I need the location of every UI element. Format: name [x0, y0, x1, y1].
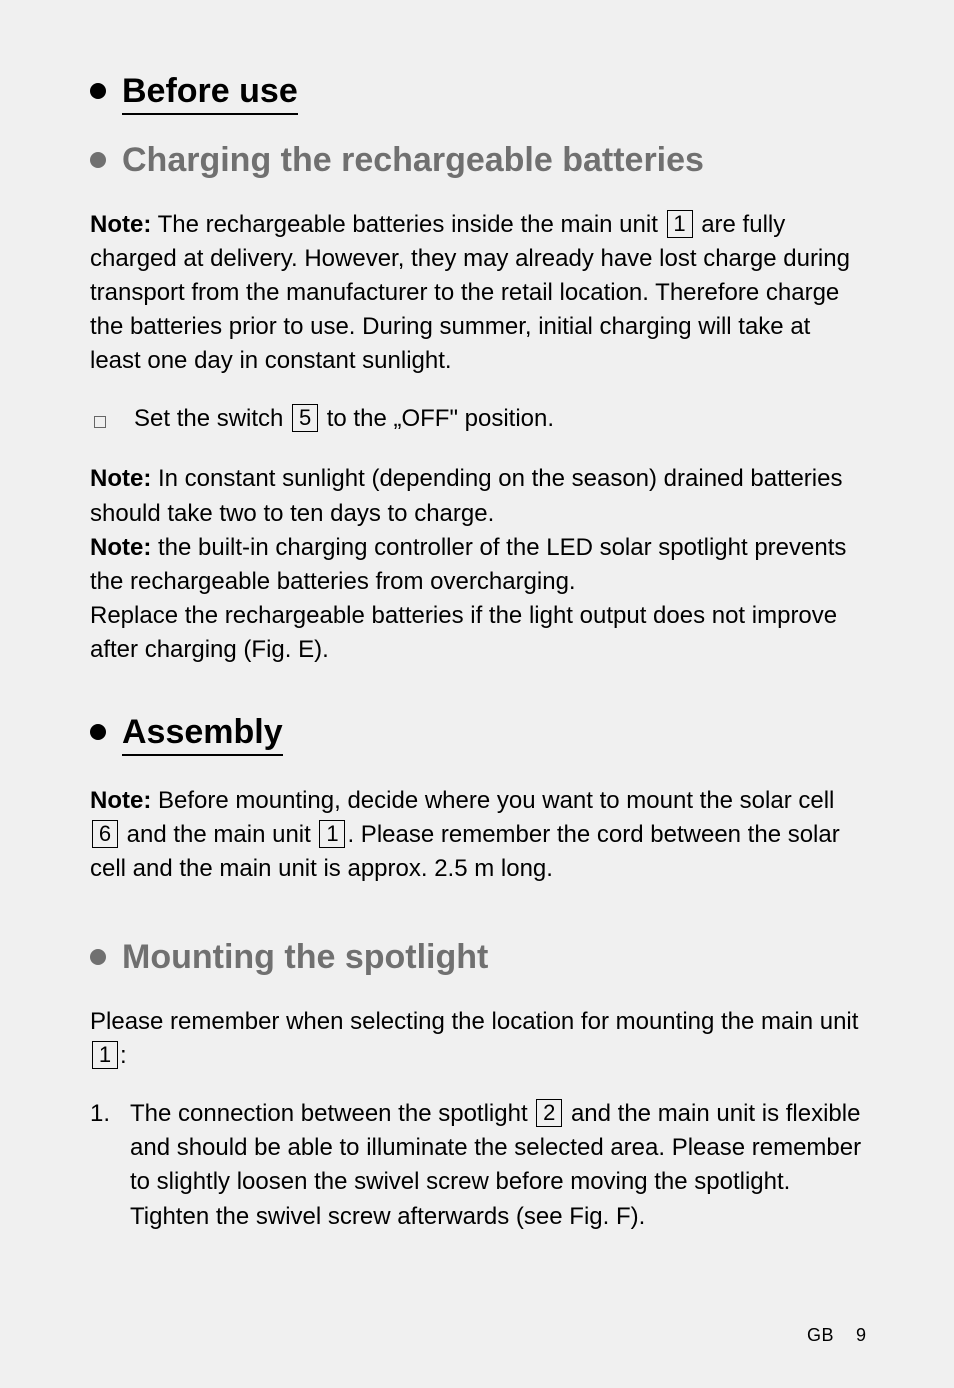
heading-mounting: Mounting the spotlight: [122, 938, 488, 977]
note-1: Note: The rechargeable batteries inside …: [90, 208, 864, 378]
ref-box-1b: 1: [319, 820, 345, 848]
list-item-1: 1. The connection between the spotlight …: [90, 1097, 864, 1233]
heading-charging: Charging the rechargeable batteries: [122, 141, 704, 180]
item-1-text: The connection between the spotlight 2 a…: [130, 1097, 864, 1233]
set-switch-text: Set the switch 5 to the „OFF" position.: [134, 402, 554, 436]
footer-lang: GB: [807, 1325, 834, 1346]
heading-before-use: Before use: [122, 72, 298, 115]
ref-box-5: 5: [292, 404, 318, 432]
please-remember: Please remember when selecting the locat…: [90, 1005, 864, 1073]
please-b: :: [120, 1042, 127, 1069]
ref-box-2: 2: [536, 1099, 562, 1127]
note-4-a: Before mounting, decide where you want t…: [151, 787, 834, 814]
note-3: Note: the built-in charging controller o…: [90, 531, 864, 599]
set-switch-a: Set the switch: [134, 405, 290, 432]
set-switch-b: to the „OFF" position.: [320, 405, 554, 432]
item-1-a: The connection between the spotlight: [130, 1100, 534, 1127]
heading-assembly: Assembly: [122, 713, 283, 756]
note-1-text-a: The rechargeable batteries inside the ma…: [151, 211, 664, 238]
note-4-b: and the main unit: [120, 821, 317, 848]
note-4: Note: Before mounting, decide where you …: [90, 784, 864, 886]
checkbox-icon: [94, 416, 106, 428]
note-3-text: the built-in charging controller of the …: [90, 534, 846, 595]
bullet-icon: [90, 83, 106, 99]
note-2-text: In constant sunlight (depending on the s…: [90, 465, 842, 526]
spacer: [90, 667, 864, 713]
ref-box-1c: 1: [92, 1041, 118, 1069]
ref-box-6: 6: [92, 820, 118, 848]
heading-charging-row: Charging the rechargeable batteries: [90, 137, 864, 208]
note-2: Note: In constant sunlight (depending on…: [90, 462, 864, 530]
spacer: [90, 900, 864, 934]
bullet-icon: [90, 949, 106, 965]
bullet-icon: [90, 152, 106, 168]
note-label: Note:: [90, 211, 151, 238]
heading-mounting-row: Mounting the spotlight: [90, 934, 864, 1005]
item-number: 1.: [90, 1097, 130, 1131]
page: Before use Charging the rechargeable bat…: [0, 0, 954, 1388]
replace-text: Replace the rechargeable batteries if th…: [90, 599, 864, 667]
set-switch-row: Set the switch 5 to the „OFF" position.: [90, 402, 864, 436]
ref-box-1: 1: [667, 210, 693, 238]
footer-page: 9: [856, 1325, 866, 1346]
note-label: Note:: [90, 534, 151, 561]
bullet-icon: [90, 724, 106, 740]
note-label: Note:: [90, 465, 151, 492]
heading-before-use-row: Before use: [90, 72, 864, 137]
please-a: Please remember when selecting the locat…: [90, 1008, 858, 1035]
note-label: Note:: [90, 787, 151, 814]
heading-assembly-row: Assembly: [90, 713, 864, 778]
